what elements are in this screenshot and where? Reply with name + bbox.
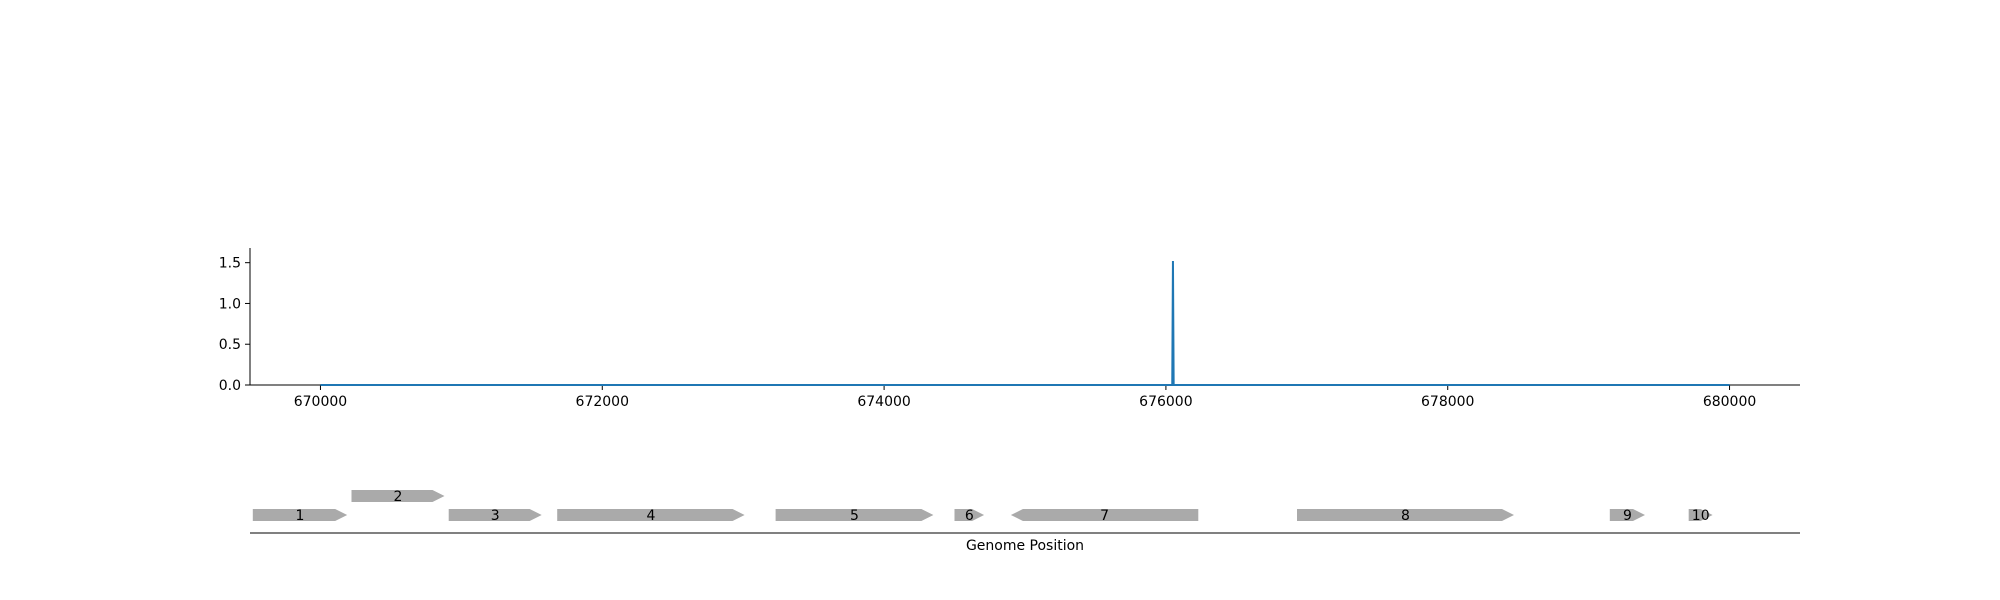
gene-label: 1 [296, 508, 305, 524]
y-tick-label: 1.5 [219, 256, 241, 272]
gene-arrows: 1 2 3 4 5 6 7 8 9 10 [252, 489, 1713, 524]
gene-arrow [1688, 509, 1713, 521]
x-tick-label: 672000 [576, 394, 629, 410]
y-tick-label: 1.0 [219, 296, 241, 312]
gene-label: 9 [1623, 508, 1632, 524]
x-tick-label: 674000 [857, 394, 910, 410]
y-tick-label: 0.0 [219, 378, 241, 394]
gene-arrow [954, 509, 985, 521]
gene-track: 1 2 3 4 5 6 7 8 9 10 Genome Position [250, 489, 1800, 554]
x-tick-label: 678000 [1421, 394, 1474, 410]
gene-track-x-axis-title: Genome Position [966, 538, 1084, 554]
gene-arrow [1297, 509, 1514, 521]
coverage-plot: 0.0 0.5 1.0 1.5 670000 672000 674000 676000 678… [219, 248, 1800, 410]
x-axis-ticks: 670000 672000 674000 676000 678000 680000 [294, 385, 1756, 410]
gene-label: 2 [394, 489, 403, 505]
gene-arrow [775, 509, 934, 521]
x-tick-label: 670000 [294, 394, 347, 410]
gene-label: 4 [646, 508, 655, 524]
gene-label: 10 [1692, 508, 1710, 524]
gene-arrow [1010, 509, 1199, 521]
y-axis-ticks: 0.0 0.5 1.0 1.5 [219, 256, 250, 394]
y-tick-label: 0.5 [219, 337, 241, 353]
gene-label: 5 [850, 508, 859, 524]
coverage-series-line [320, 261, 1730, 386]
gene-label: 6 [965, 508, 974, 524]
gene-arrow [448, 509, 542, 521]
gene-label: 8 [1401, 508, 1410, 524]
gene-arrow [351, 490, 445, 502]
gene-arrow [1609, 509, 1645, 521]
x-tick-label: 676000 [1139, 394, 1192, 410]
x-tick-label: 680000 [1703, 394, 1756, 410]
gene-label: 3 [491, 508, 500, 524]
gene-arrow [557, 509, 745, 521]
gene-label: 7 [1100, 508, 1109, 524]
gene-arrow [252, 509, 348, 521]
